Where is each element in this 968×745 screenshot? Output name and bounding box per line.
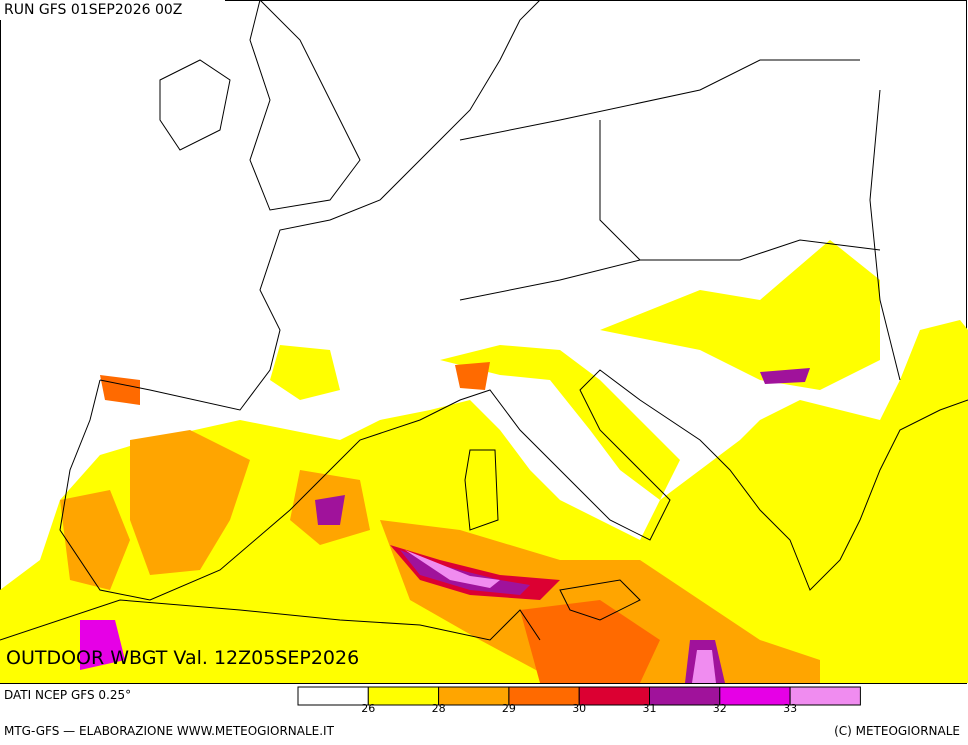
map-title: OUTDOOR WBGT Val. 12Z05SEP2026 — [6, 647, 359, 669]
legend-tick-label: 32 — [713, 702, 727, 714]
legend-tick-label: 28 — [432, 702, 446, 714]
legend-box — [367, 686, 440, 706]
legend-tick-label: 26 — [361, 702, 375, 714]
legend-box — [508, 686, 580, 706]
run-label-bg — [0, 0, 225, 20]
legend-box — [438, 686, 510, 706]
legend-box — [297, 686, 369, 706]
legend-box — [649, 686, 721, 706]
legend-box — [578, 686, 651, 706]
legend-box — [719, 686, 791, 706]
legend-tick-label: 30 — [572, 702, 586, 714]
legend-box — [789, 686, 861, 706]
coastlines — [0, 0, 968, 641]
wbgt-field — [0, 240, 968, 683]
map: OUTDOOR WBGT Val. 12Z05SEP2026 RUN GFS 0… — [0, 0, 968, 684]
legend-tick-label: 33 — [783, 702, 797, 714]
credit: MTG-GFS — ELABORAZIONE WWW.METEOGIORNALE… — [4, 724, 334, 738]
run-label: RUN GFS 01SEP2026 00Z — [4, 2, 182, 18]
legend-tick-label: 31 — [643, 702, 657, 714]
color-legend: 26 28 29 30 31 32 33 — [297, 686, 861, 714]
legend-tick-label: 29 — [502, 702, 516, 714]
data-source: DATI NCEP GFS 0.25° — [4, 688, 132, 702]
copyright: (C) METEOGIORNALE — [834, 724, 960, 738]
